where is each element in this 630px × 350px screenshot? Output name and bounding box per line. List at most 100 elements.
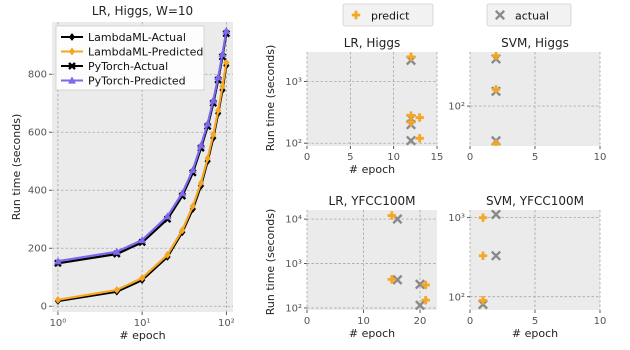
x-tick-label: 10¹: [134, 318, 151, 329]
point-actual: [490, 210, 502, 220]
x-axis-label: # epoch: [349, 163, 395, 176]
x-tick-label: 10²: [218, 318, 235, 329]
point-pytorch-predicted: [112, 247, 121, 255]
x-tick-label: 10⁰: [50, 318, 67, 329]
y-tick-label: 0: [41, 302, 47, 313]
point-predict: [491, 139, 501, 146]
x-tick-label: 5: [532, 316, 538, 327]
point-actual: [414, 279, 426, 290]
data-marks: [387, 211, 430, 310]
point-actual: [490, 250, 502, 261]
legend-entry-lambdaml-predicted: LambdaML-Predicted: [88, 46, 203, 59]
x-tick-label: 15: [431, 152, 444, 163]
series-line-pytorch-predicted: [57, 30, 228, 263]
y-tick-label: 400: [28, 186, 47, 197]
chart-svm-higgs: 0 5 10 10² SVM, Higgs: [448, 36, 606, 163]
legend-marker-predict: [351, 10, 361, 20]
y-tick-label: 800: [28, 70, 47, 81]
point-lambdaml-predicted: [197, 178, 205, 187]
x-tick-label: 10: [594, 316, 607, 327]
y-tick-label: 10²: [285, 303, 302, 314]
point-lambdaml-predicted: [54, 295, 62, 304]
x-tick-label: 0: [304, 316, 310, 327]
y-tick-label: 10²: [285, 139, 302, 150]
y-axis-label: Run time (seconds): [264, 45, 277, 151]
point-pytorch-predicted: [209, 96, 218, 104]
data-marks: [53, 26, 231, 305]
y-tick-label: 10³: [285, 259, 302, 270]
legend-actual: actual: [486, 3, 572, 27]
point-predict: [415, 134, 424, 143]
legend-box: [342, 3, 434, 27]
point-pytorch-predicted: [218, 49, 227, 58]
point-predict: [387, 275, 396, 284]
y-tick-label: 200: [28, 244, 47, 255]
legend: LambdaML-ActualLambdaML-PredictedPyTorch…: [55, 25, 205, 91]
chart-title: SVM, YFCC100M: [486, 194, 584, 208]
data-marks: [490, 52, 502, 146]
x-tick-label: 0: [467, 316, 473, 327]
chart-lr-higgs-w10: 10⁰ 10¹ 10² 0 200 400 600 800 LR, Higgs, W=10 # e…: [10, 4, 235, 342]
y-axis-label: Run time (seconds): [10, 114, 23, 220]
point-pytorch-predicted: [196, 141, 206, 149]
legend-marker-lambdaml-actual: [68, 32, 76, 42]
point-lambdaml-predicted: [210, 130, 217, 139]
legend-marker-pytorch-predicted: [67, 76, 77, 84]
x-tick-label: 0: [467, 152, 473, 163]
x-axis-label: # epoch: [512, 327, 558, 340]
point-predict: [387, 211, 396, 220]
point-predict: [421, 280, 430, 290]
point-predict: [421, 295, 430, 305]
point-predict: [478, 213, 488, 222]
legend-label-actual: actual: [515, 10, 549, 23]
chart-title: LR, YFCC100M: [329, 194, 416, 208]
legend-predict: predict: [342, 3, 434, 27]
data-marks: [477, 210, 502, 310]
y-tick-label: 10³: [448, 213, 465, 224]
y-axis-label: Run time (seconds): [264, 209, 277, 315]
point-lambdaml-predicted: [189, 202, 197, 211]
point-lambdaml-predicted: [223, 58, 230, 67]
chart-svm-yfcc100m: 0 5 10 10² 10³ SVM, YFCC100M # epoch: [448, 194, 606, 340]
legend-marker-actual: [494, 9, 506, 21]
x-tick-label: 0: [304, 152, 310, 163]
chart-lr-yfcc100m: 0 10 20 10² 10³ 10⁴ LR, YFCC100M # epoch Run tim…: [264, 194, 437, 340]
legend-marker-lambdaml-predicted: [68, 47, 76, 56]
point-pytorch-predicted: [203, 119, 212, 127]
chart-title: LR, Higgs, W=10: [92, 4, 193, 18]
y-tick-label: 10⁴: [285, 215, 302, 226]
point-pytorch-predicted: [178, 188, 187, 197]
point-actual: [392, 274, 403, 285]
point-predict: [406, 52, 416, 62]
point-pytorch-predicted: [214, 72, 223, 81]
x-tick-label: 5: [532, 152, 538, 163]
y-tick-label: 600: [28, 128, 47, 139]
chart-title: LR, Higgs: [344, 36, 401, 50]
point-pytorch-predicted: [138, 235, 147, 244]
legend-entry-pytorch-actual: PyTorch-Actual: [88, 60, 168, 73]
point-predict: [491, 52, 501, 60]
legend-box: [486, 3, 572, 27]
point-lambdaml-predicted: [204, 154, 211, 163]
legend-entry-pytorch-predicted: PyTorch-Predicted: [88, 75, 186, 88]
point-pytorch-predicted: [222, 26, 231, 34]
point-actual: [405, 135, 417, 146]
point-lambdaml-predicted: [138, 274, 146, 283]
series-line-lambdaml-predicted: [57, 62, 228, 301]
data-marks: [405, 52, 424, 146]
point-pytorch-predicted: [53, 257, 62, 265]
point-pytorch-predicted: [163, 212, 172, 220]
point-lambdaml-predicted: [113, 285, 120, 294]
y-tick-label: 10³: [285, 77, 302, 88]
plot-area: [307, 210, 437, 310]
x-axis-label: # epoch: [119, 329, 165, 342]
point-predict: [491, 85, 501, 94]
chart-lr-higgs: 0 5 10 15 10² 10³ LR, Higgs # epoch Run time (se…: [264, 36, 443, 176]
y-tick-label: 10²: [448, 292, 465, 303]
point-actual: [414, 300, 426, 310]
x-tick-label: 20: [414, 316, 427, 327]
point-lambdaml-predicted: [214, 106, 222, 115]
point-predict: [406, 117, 416, 127]
legend-label-predict: predict: [371, 10, 410, 23]
